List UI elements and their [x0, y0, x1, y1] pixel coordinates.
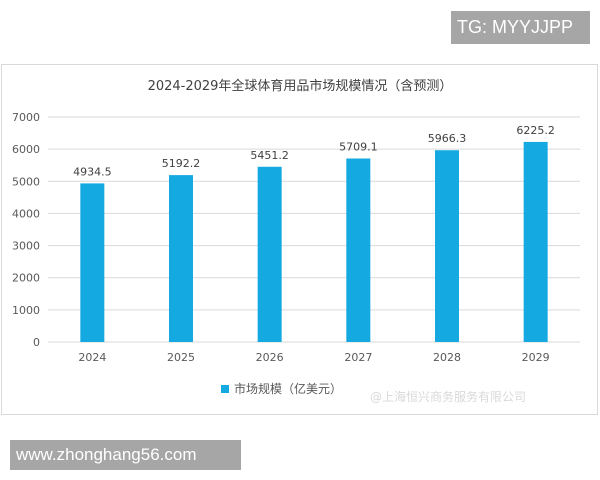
x-tick-label: 2024 — [78, 351, 106, 364]
bar-2027 — [346, 158, 371, 342]
y-tick-label: 1000 — [12, 304, 40, 317]
x-tick-label: 2025 — [167, 351, 195, 364]
y-tick-label: 6000 — [12, 143, 40, 156]
data-label: 5966.3 — [428, 132, 467, 145]
data-label: 5709.1 — [339, 140, 378, 153]
data-label: 5192.2 — [162, 157, 201, 170]
x-tick-label: 2026 — [256, 351, 284, 364]
legend-swatch — [221, 385, 229, 393]
data-label: 6225.2 — [516, 124, 555, 137]
bar-2024 — [80, 183, 105, 342]
x-tick-label: 2029 — [522, 351, 550, 364]
chart-title: 2024-2029年全球体育用品市场规模情况（含预测） — [148, 78, 453, 94]
y-tick-label: 0 — [33, 336, 40, 349]
y-tick-label: 3000 — [12, 240, 40, 253]
chart-frame — [1, 64, 598, 415]
bar-2029 — [523, 141, 548, 342]
y-tick-label: 7000 — [12, 111, 40, 124]
watermark-tg: TG: MYYJJPP — [451, 11, 590, 44]
watermark-text: @上海恒兴商务服务有限公司 — [370, 389, 526, 404]
watermark-site: www.zhonghang56.com — [10, 440, 241, 470]
y-tick-label: 2000 — [12, 272, 40, 285]
bar-2025 — [169, 175, 193, 342]
y-tick-label: 4000 — [12, 207, 40, 220]
legend-label: 市场规模（亿美元） — [234, 381, 342, 396]
y-tick-label: 5000 — [12, 175, 40, 188]
data-label: 5451.2 — [250, 149, 289, 162]
bar-2028 — [435, 150, 459, 342]
data-label: 4934.5 — [73, 165, 112, 178]
bar-2026 — [257, 166, 282, 342]
x-tick-label: 2028 — [433, 351, 461, 364]
x-tick-label: 2027 — [344, 351, 372, 364]
